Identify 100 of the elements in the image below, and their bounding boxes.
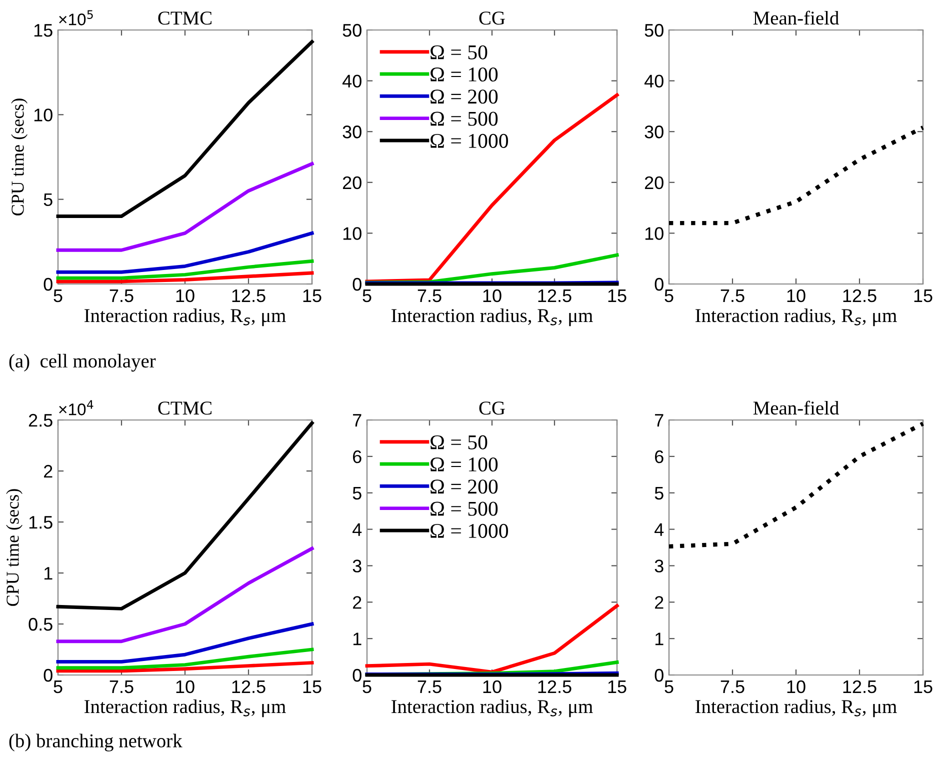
- y-tick-label: 2.5: [28, 414, 52, 427]
- y-tick-label: 1: [655, 632, 664, 646]
- x-tick-label: 5: [54, 290, 62, 302]
- x-tick-label: 15: [608, 680, 626, 694]
- y-tick-label: 6: [655, 450, 664, 464]
- legend-label: Ω = 50: [430, 435, 488, 450]
- x-axis-title: Interaction radius, R$_{s}$, μm: [695, 308, 897, 326]
- legend-label: Ω = 200: [430, 90, 498, 104]
- y-tick-label: 10: [645, 227, 664, 240]
- x-tick-label: 7.5: [720, 290, 744, 302]
- chart-title: CTMC: [158, 402, 212, 415]
- y-tick-label: 4: [654, 523, 664, 536]
- x-tick-label: 7.5: [418, 680, 442, 694]
- x-tick-label: 7.5: [110, 680, 134, 694]
- y-tick-label: 40: [342, 74, 362, 88]
- y-tick-label: 30: [644, 126, 664, 138]
- x-tick-label: 15: [303, 290, 322, 302]
- y-axis-title: CPU time (secs): [11, 98, 28, 216]
- chart-title: CTMC: [158, 12, 212, 25]
- line-series: [56, 231, 314, 274]
- chart-title: Mean-field: [753, 400, 839, 415]
- x-tick-label: 10: [483, 289, 502, 302]
- chart-title: Mean-field: [753, 10, 839, 25]
- text: (a) cell monolayer: [9, 354, 156, 372]
- y-tick-label: 0: [352, 278, 362, 291]
- line-series: [56, 622, 314, 664]
- text: (b) branching network: [9, 734, 182, 752]
- line-series: [56, 259, 314, 280]
- line-series: [56, 661, 314, 673]
- line-series: [56, 40, 314, 218]
- y-tick-label: 2: [655, 596, 664, 609]
- x-tick-label: 5: [362, 680, 372, 694]
- x-axis-title: Interaction radius, R$_{s}$, μm: [84, 699, 286, 718]
- x-tick-label: 12.5: [538, 289, 572, 302]
- y-tick-label: 7: [353, 414, 362, 427]
- x-tick-label: 7.5: [110, 290, 134, 302]
- x-tick-label: 5: [664, 290, 674, 302]
- y-tick-label: 20: [644, 176, 664, 190]
- x-tick-label: 15: [303, 680, 322, 694]
- x-axis-title: Interaction radius, R$_{s}$, μm: [391, 699, 593, 718]
- y-tick-label: 50: [342, 24, 362, 37]
- y-tick-label: 3: [352, 560, 362, 572]
- legend-label: Ω = 50: [430, 45, 488, 60]
- x-tick-label: 10: [176, 289, 194, 302]
- x-axis-title: Interaction radius, R$_{s}$, μm: [84, 308, 286, 326]
- y-tick-label: 0.5: [28, 618, 52, 631]
- line-series: [365, 604, 619, 674]
- x-tick-label: 7.5: [720, 680, 744, 694]
- x-tick-label: 12.5: [232, 680, 266, 694]
- y-tick-label: 1: [353, 632, 362, 646]
- y-tick-label: 6: [353, 450, 362, 464]
- x-axis-title: Interaction radius, R$_{s}$, μm: [695, 699, 897, 718]
- y-tick-label: 5: [654, 486, 664, 500]
- y-axis-title: CPU time (secs): [6, 489, 22, 606]
- y-tick-label: 0: [654, 668, 664, 682]
- y-tick-label: 0: [352, 668, 362, 682]
- x-tick-label: 12.5: [843, 289, 876, 302]
- y-tick-label: 2: [44, 464, 52, 478]
- x-tick-label: 10: [787, 680, 806, 694]
- y-tick-label: 5: [44, 193, 52, 206]
- legend-label: Ω = 1000: [430, 524, 508, 538]
- x-tick-label: 7.5: [418, 290, 442, 302]
- y-tick-label: 1.5: [29, 516, 52, 529]
- y-tick-label: 5: [352, 486, 362, 500]
- y-tick-label: 20: [342, 176, 362, 190]
- legend-label: Ω = 100: [430, 457, 498, 472]
- line-series: [56, 648, 314, 670]
- x-tick-label: 12.5: [538, 680, 572, 694]
- y-tick-label: 50: [644, 24, 664, 37]
- line-series: [666, 422, 926, 548]
- line-series: [56, 546, 314, 644]
- legend-label: Ω = 100: [430, 67, 498, 82]
- y-tick-label: 1: [44, 567, 52, 580]
- x-tick-label: 5: [664, 680, 674, 694]
- y-tick-label: 2: [353, 596, 362, 609]
- chart-title: CG: [479, 402, 505, 415]
- x-tick-label: 5: [362, 290, 372, 302]
- x-tick-label: 15: [914, 680, 932, 694]
- legend-label: Ω = 1000: [430, 134, 508, 148]
- y-tick-label: 30: [342, 126, 362, 138]
- y-tick-label: 10: [34, 108, 52, 122]
- x-tick-label: 5: [54, 680, 62, 694]
- x-tick-label: 15: [608, 290, 626, 302]
- y-tick-label: 0: [654, 278, 664, 291]
- legend-label: Ω = 200: [430, 480, 498, 494]
- y-tick-label: 15: [34, 24, 52, 37]
- x-tick-label: 12.5: [843, 680, 876, 694]
- legend-label: Ω = 500: [430, 502, 498, 516]
- y-tick-label: 40: [644, 74, 664, 88]
- chart-title: CG: [479, 12, 505, 25]
- y-tick-label: 0: [44, 668, 52, 682]
- x-tick-label: 15: [914, 290, 932, 302]
- x-axis-title: Interaction radius, R$_{s}$, μm: [391, 308, 593, 326]
- x-tick-label: 12.5: [232, 289, 266, 302]
- text: ×10$^{5}$: [59, 10, 93, 26]
- legend-label: Ω = 500: [430, 112, 498, 126]
- text: ×10$^{4}$: [59, 400, 94, 416]
- y-tick-label: 7: [655, 414, 664, 427]
- line-series: [56, 162, 314, 252]
- y-tick-label: 10: [343, 227, 362, 240]
